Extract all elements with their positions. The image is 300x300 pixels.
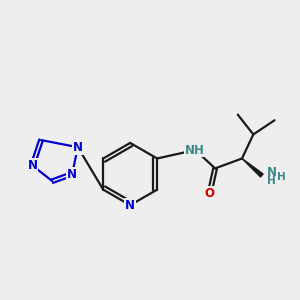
Text: N: N — [73, 141, 83, 154]
Text: N: N — [67, 168, 77, 181]
Text: N: N — [28, 159, 38, 172]
Text: H: H — [267, 176, 276, 186]
Polygon shape — [242, 158, 263, 177]
Text: H: H — [277, 172, 285, 182]
Text: H: H — [267, 176, 276, 186]
Text: N: N — [67, 168, 77, 181]
Text: N: N — [125, 199, 135, 212]
Text: H: H — [277, 172, 285, 182]
Text: O: O — [204, 188, 214, 200]
Text: NH: NH — [185, 143, 205, 157]
Text: N: N — [125, 199, 135, 212]
Text: O: O — [204, 188, 214, 200]
Text: NH: NH — [185, 143, 205, 157]
Text: N: N — [73, 141, 83, 154]
Text: N: N — [28, 159, 38, 172]
Text: N: N — [267, 166, 277, 179]
Text: N: N — [267, 166, 277, 179]
